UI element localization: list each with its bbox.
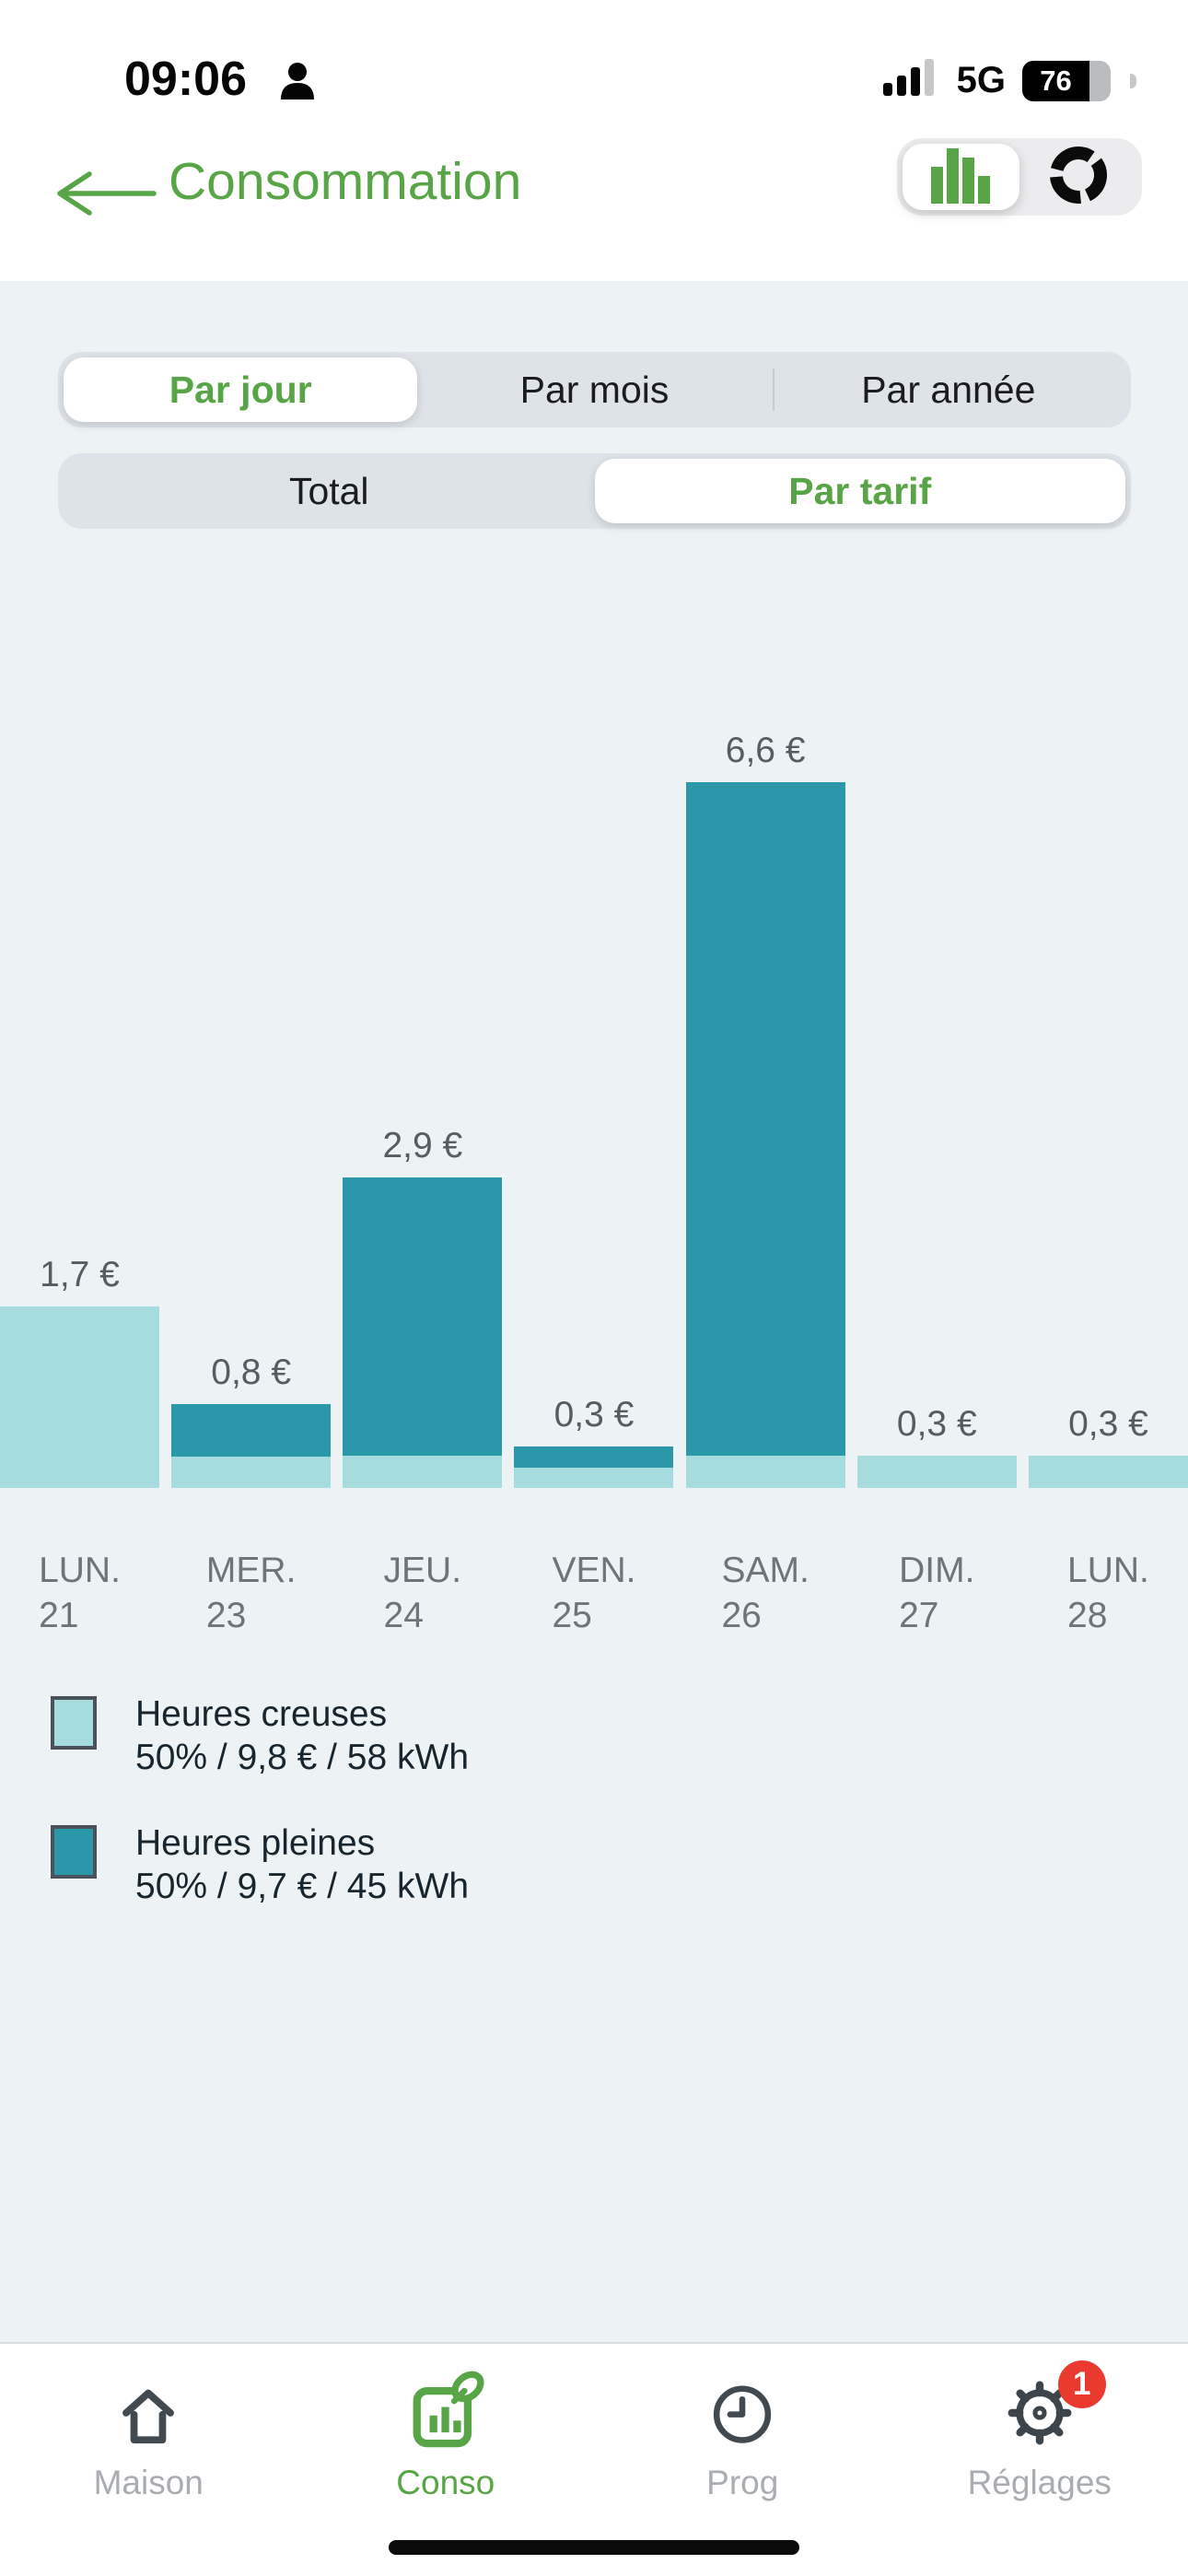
nav-label: Maison	[93, 2464, 204, 2501]
battery-icon: 76	[1022, 60, 1111, 101]
bar-chart: 1,7 € 0,8 € 2,9 € 0,3 € 6,6 € 0,3 € 0,3 €	[0, 709, 1188, 1488]
home-icon	[109, 2373, 188, 2453]
bar-segment-heures-creuses[interactable]	[171, 1457, 332, 1488]
legend-name: Heures creuses	[135, 1694, 388, 1734]
x-axis-label: LUN. 21	[39, 1551, 121, 1635]
home-indicator[interactable]	[389, 2540, 799, 2555]
donut-chart-icon	[1048, 145, 1109, 210]
bar-column[interactable]: 6,6 €	[685, 731, 845, 1488]
bar-value-label: 0,3 €	[1068, 1404, 1148, 1444]
bar-value-label: 0,8 €	[211, 1352, 292, 1392]
bar-column[interactable]: 0,3 €	[856, 1404, 1017, 1488]
page-title: Consommation	[169, 152, 522, 211]
chart-legend: Heures creuses 50% / 9,8 € / 58 kWh Heur…	[51, 1692, 469, 1950]
bar-column[interactable]: 0,8 €	[171, 1352, 332, 1488]
tab-total[interactable]: Total	[288, 469, 369, 512]
bar-segment-heures-pleines[interactable]	[685, 782, 845, 1456]
legend-detail: 50% / 9,8 € / 58 kWh	[135, 1738, 470, 1777]
back-button[interactable]	[51, 166, 161, 221]
signal-strength-icon	[882, 59, 940, 102]
period-segmented-control: Par jour Par mois Par année	[58, 352, 1131, 427]
bar-segment-heures-creuses[interactable]	[685, 1456, 845, 1488]
consumption-chart-leaf-icon	[403, 2371, 488, 2453]
nav-item-prog[interactable]: Prog	[594, 2344, 891, 2576]
x-axis-label: SAM. 26	[721, 1551, 809, 1635]
status-indicators: 5G 76	[882, 59, 1136, 102]
tab-par-jour[interactable]: Par jour	[64, 357, 418, 422]
person-icon	[276, 61, 319, 108]
bar-segment-heures-pleines[interactable]	[514, 1446, 674, 1468]
legend-item-heures-pleines: Heures pleines 50% / 9,7 € / 45 kWh	[51, 1821, 469, 1908]
bar-value-label: 1,7 €	[40, 1255, 120, 1294]
chart-type-toggle	[897, 138, 1142, 216]
x-axis-label: MER. 23	[205, 1551, 297, 1635]
battery-percent: 76	[1040, 64, 1072, 97]
battery-tip	[1130, 73, 1136, 88]
bar-segment-heures-creuses[interactable]	[0, 1306, 159, 1488]
bar-value-label: 6,6 €	[725, 731, 806, 770]
x-axis-label: DIM. 27	[899, 1551, 975, 1635]
donut-chart-toggle[interactable]	[1019, 144, 1136, 210]
bar-segment-heures-pleines[interactable]	[343, 1177, 503, 1456]
bar-segment-heures-creuses[interactable]	[1028, 1456, 1188, 1488]
bar-chart-icon	[929, 146, 994, 208]
mode-segmented-control: Total Par tarif	[58, 453, 1131, 529]
network-type-label: 5G	[956, 60, 1006, 100]
legend-name: Heures pleines	[135, 1823, 376, 1863]
nav-label: Réglages	[967, 2464, 1112, 2501]
bar-value-label: 0,3 €	[896, 1404, 977, 1444]
bar-column[interactable]: 1,7 €	[0, 1255, 159, 1488]
bar-segment-heures-pleines[interactable]	[171, 1404, 332, 1457]
bar-column[interactable]: 2,9 €	[343, 1126, 503, 1488]
x-axis-label: JEU. 24	[383, 1551, 462, 1635]
status-bar: 09:06 5G 76	[0, 0, 1188, 129]
bar-column[interactable]: 0,3 €	[1028, 1404, 1188, 1488]
nav-label: Prog	[706, 2464, 779, 2501]
notification-badge: 1	[1057, 2360, 1106, 2408]
x-axis-label: VEN. 25	[552, 1551, 636, 1635]
status-time: 09:06	[124, 53, 247, 106]
heures-pleines-swatch	[51, 1825, 97, 1879]
x-axis-label: LUN. 28	[1067, 1551, 1149, 1635]
page-header: Consommation	[0, 129, 1188, 281]
tab-par-annee[interactable]: Par année	[861, 368, 1036, 411]
bar-column[interactable]: 0,3 €	[514, 1395, 674, 1488]
bar-value-label: 0,3 €	[553, 1395, 635, 1434]
bar-segment-heures-creuses[interactable]	[514, 1468, 674, 1488]
nav-item-conso[interactable]: Conso	[297, 2344, 595, 2576]
heures-creuses-swatch	[51, 1696, 97, 1750]
tab-par-mois[interactable]: Par mois	[519, 368, 670, 411]
legend-detail: 50% / 9,7 € / 45 kWh	[135, 1867, 470, 1906]
nav-item-maison[interactable]: Maison	[0, 2344, 297, 2576]
nav-item-reglages[interactable]: 1 Réglages	[891, 2344, 1188, 2576]
tab-par-tarif[interactable]: Par tarif	[594, 459, 1125, 523]
bar-segment-heures-creuses[interactable]	[343, 1456, 503, 1488]
clock-icon	[705, 2373, 780, 2453]
gear-icon: 1	[1001, 2360, 1106, 2453]
bar-value-label: 2,9 €	[382, 1126, 463, 1165]
legend-item-heures-creuses: Heures creuses 50% / 9,8 € / 58 kWh	[51, 1692, 469, 1779]
bottom-nav: Maison Conso	[0, 2342, 1188, 2576]
segment-divider	[772, 369, 775, 411]
nav-label: Conso	[396, 2464, 495, 2501]
bar-chart-toggle[interactable]	[903, 144, 1019, 210]
bar-segment-heures-creuses[interactable]	[856, 1456, 1017, 1488]
content-area: Par jour Par mois Par année Total Par ta…	[0, 281, 1188, 2342]
x-axis-labels: LUN. 21 MER. 23 JEU. 24 VEN. 25 SAM. 26 DIM. 27 LUN.…	[0, 1548, 1188, 1638]
